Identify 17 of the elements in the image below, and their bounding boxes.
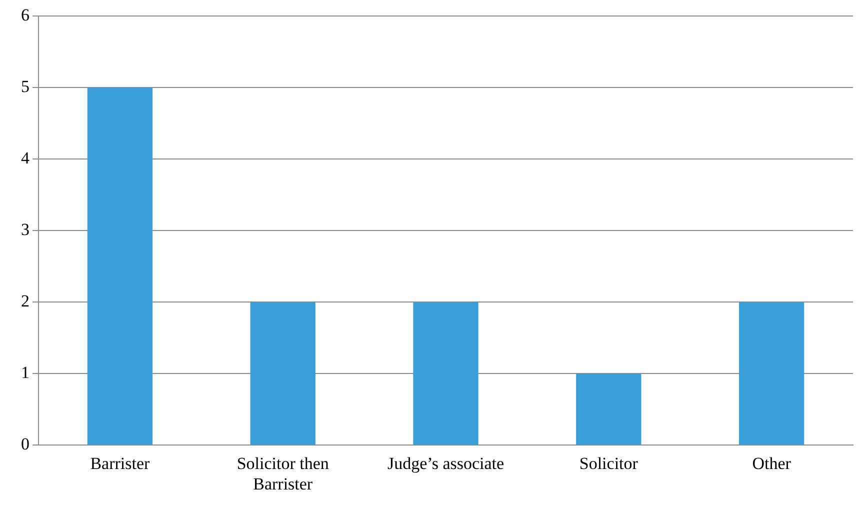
bar <box>576 374 642 445</box>
bar <box>87 88 153 445</box>
x-tick-label: Other <box>752 454 792 473</box>
y-tick-label: 1 <box>21 363 30 382</box>
bar <box>413 302 478 445</box>
y-tick-label: 5 <box>21 77 30 96</box>
x-tick-label: Solicitor then Barrister <box>236 454 330 494</box>
x-tick-label: Solicitor <box>579 454 638 473</box>
bar <box>250 302 316 445</box>
x-tick-label: Judge’s associate <box>387 454 504 473</box>
y-tick-label: 2 <box>21 292 30 311</box>
y-tick-label: 4 <box>21 148 30 168</box>
y-tick-label: 0 <box>21 434 30 454</box>
y-tick-label: 3 <box>21 220 30 240</box>
y-tick-label: 6 <box>21 5 30 24</box>
x-tick-label: Barrister <box>90 454 150 473</box>
bar <box>738 302 804 445</box>
